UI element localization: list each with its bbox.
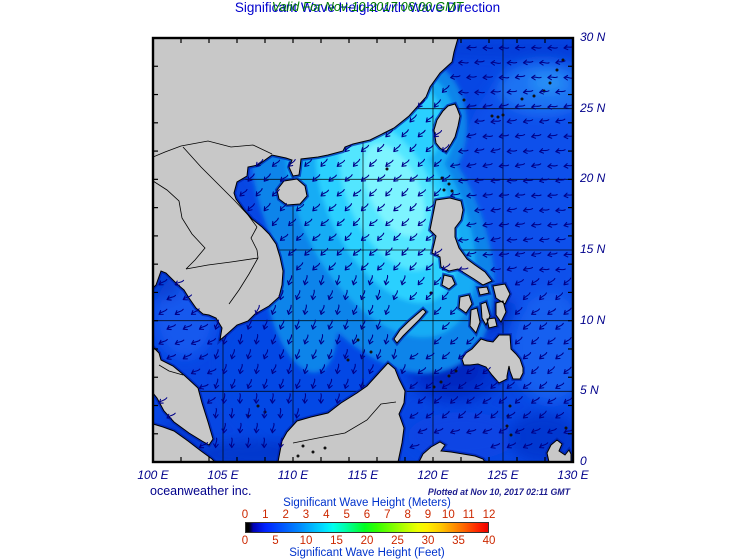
meters-tick: 5 — [343, 509, 350, 521]
lat-label: 20 N — [580, 171, 606, 186]
meters-tick: 3 — [302, 509, 310, 521]
feet-tick: 40 — [482, 535, 496, 547]
page-title: Significant Wave Height with Wave Direct… — [234, 0, 501, 15]
lon-label: 125 E — [487, 468, 519, 482]
map-canvas — [151, 36, 575, 464]
lat-label: 10 N — [580, 312, 606, 327]
lon-label: 115 E — [347, 468, 379, 482]
feet-tick: 25 — [391, 535, 404, 547]
meters-tick: 4 — [323, 509, 330, 521]
feet-tick: 15 — [330, 535, 343, 547]
meters-tick: 2 — [282, 509, 289, 521]
meters-tick: 7 — [384, 509, 391, 521]
feet-tick: 5 — [272, 535, 279, 547]
credit-text: oceanweather inc. — [150, 484, 252, 498]
feet-tick: 0 — [241, 535, 249, 547]
legend-feet-label: Significant Wave Height (Feet) — [289, 547, 445, 559]
meters-tick: 1 — [262, 509, 269, 521]
meters-tick: 11 — [462, 509, 475, 521]
lat-label: 5 N — [580, 383, 599, 398]
lon-label: 100 E — [137, 468, 169, 482]
meters-tick: 9 — [424, 509, 432, 521]
feet-tick: 30 — [421, 535, 435, 547]
feet-tick: 10 — [299, 535, 313, 547]
feet-tick: 35 — [452, 535, 465, 547]
meters-tick: 0 — [241, 509, 249, 521]
feet-tick: 20 — [360, 535, 374, 547]
lat-label: 30 N — [580, 30, 606, 44]
valid-time-subtitle: Valid For Nov-10-2017 06:00 GMT — [271, 0, 464, 14]
plotted-timestamp: Plotted at Nov 10, 2017 02:11 GMT — [427, 487, 570, 497]
meters-tick: 6 — [363, 509, 371, 521]
lon-label: 130 E — [557, 468, 589, 482]
legend-meters-label: Significant Wave Height (Meters) — [283, 497, 451, 509]
lat-label: 25 N — [580, 100, 606, 115]
lon-label: 110 E — [277, 468, 309, 482]
lon-label: 105 E — [207, 468, 239, 482]
meters-tick: 10 — [441, 509, 455, 521]
lat-label: 15 N — [580, 242, 606, 256]
legend-colorbar — [245, 522, 489, 533]
meters-tick: 8 — [404, 509, 411, 521]
lat-label: 0 — [580, 454, 587, 468]
lon-label: 120 E — [417, 468, 449, 482]
meters-tick: 12 — [482, 509, 496, 521]
